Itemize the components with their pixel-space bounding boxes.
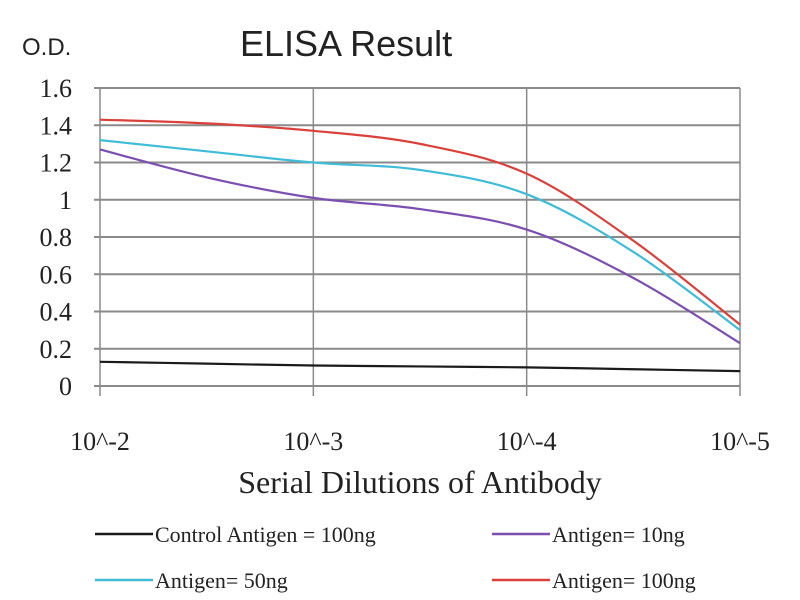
y-tick-label: 1	[59, 186, 72, 215]
legend-label: Antigen= 10ng	[552, 522, 685, 547]
x-tick-label: 10^-4	[497, 427, 557, 456]
x-tick-label: 10^-3	[283, 427, 343, 456]
series-line	[99, 148, 741, 345]
y-tick-label: 0.6	[40, 260, 73, 289]
legend-label: Antigen= 100ng	[552, 568, 696, 593]
x-tick-label: 10^-5	[710, 427, 770, 456]
x-tick-label: 10^-2	[70, 427, 130, 456]
series-line	[99, 360, 741, 373]
y-tick-label: 0	[59, 372, 72, 401]
y-tick-label: 1.6	[40, 74, 73, 103]
chart-title: ELISA Result	[240, 23, 452, 64]
y-tick-label: 0.2	[40, 335, 73, 364]
series-line	[99, 118, 741, 326]
x-axis-label: Serial Dilutions of Antibody	[238, 464, 602, 500]
y-tick-label: 1.4	[40, 111, 73, 140]
y-tick-label: 0.8	[40, 223, 73, 252]
y-ticks: 0 0.2 0.4 0.6 0.8 1 1.2 1.4 1.6	[40, 74, 73, 401]
legend: Control Antigen = 100ng Antigen= 10ng Anti…	[95, 522, 696, 593]
legend-label: Antigen= 50ng	[155, 568, 288, 593]
x-ticks: 10^-2 10^-3 10^-4 10^-5	[70, 427, 770, 456]
grid	[94, 87, 741, 396]
y-tick-label: 0.4	[40, 298, 73, 327]
legend-label: Control Antigen = 100ng	[155, 522, 376, 547]
y-tick-label: 1.2	[40, 149, 73, 178]
series-line	[99, 139, 741, 332]
y-axis-label: O.D.	[22, 34, 71, 61]
series-lines	[99, 118, 741, 373]
